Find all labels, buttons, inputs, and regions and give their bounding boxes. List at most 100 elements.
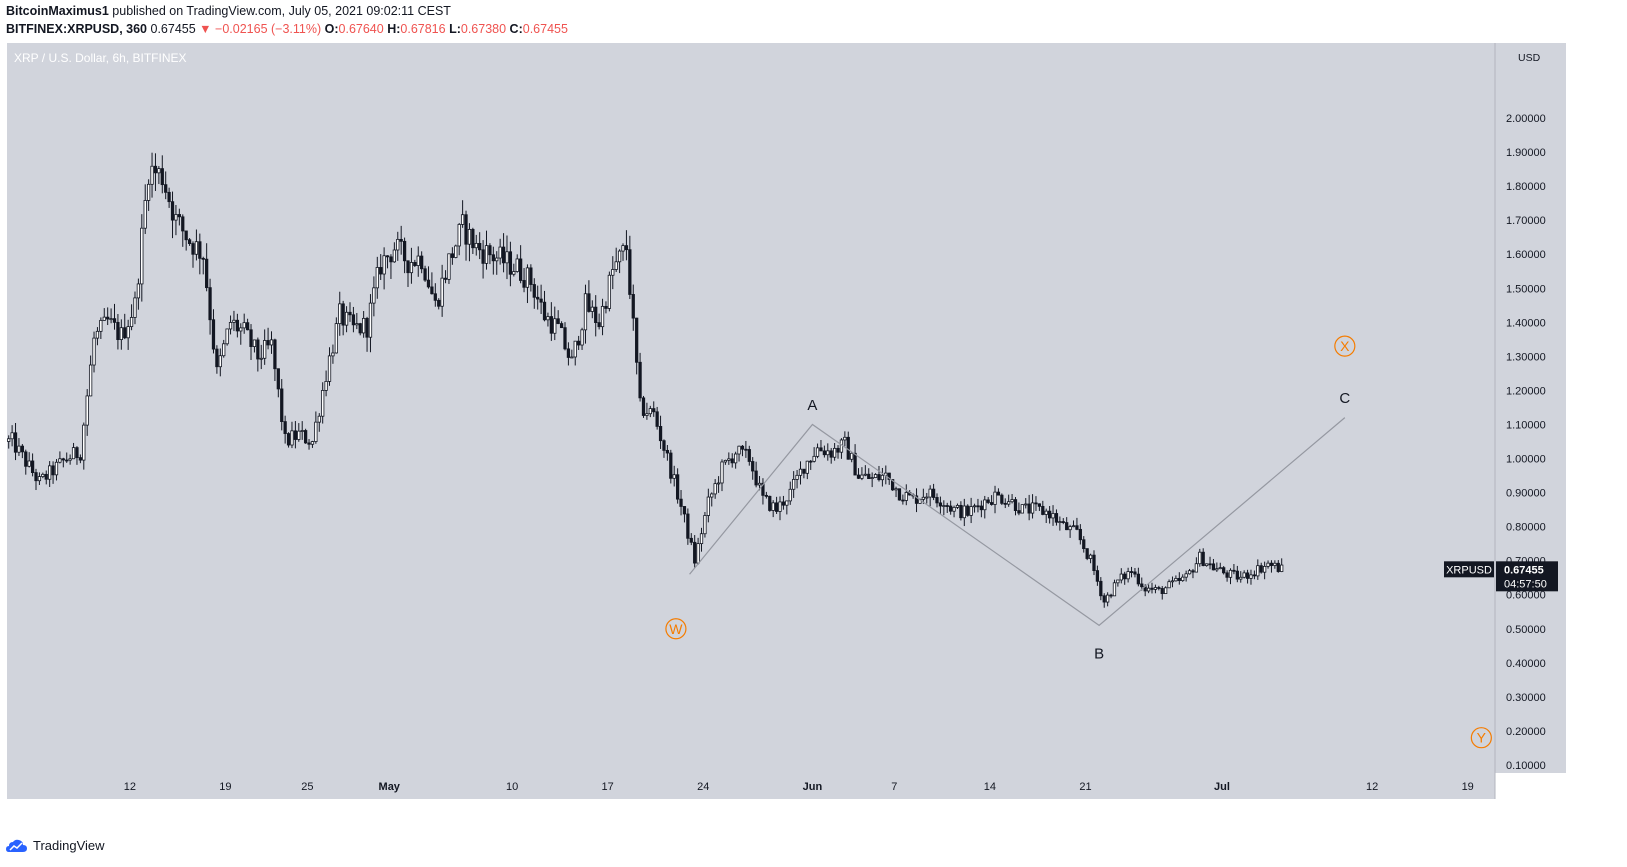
candle bbox=[1211, 558, 1216, 571]
candle bbox=[539, 284, 543, 315]
candle bbox=[344, 306, 349, 333]
candle bbox=[68, 454, 72, 465]
y-axis-unit: USD bbox=[1518, 52, 1541, 64]
candle bbox=[904, 484, 908, 506]
candle bbox=[1273, 560, 1277, 569]
footer-brand-label: TradingView bbox=[33, 838, 105, 853]
candle bbox=[672, 465, 676, 487]
candle bbox=[1027, 494, 1031, 521]
candle bbox=[710, 492, 714, 507]
y-tick-label: 0.30000 bbox=[1506, 692, 1546, 704]
candle bbox=[1109, 593, 1113, 599]
candle bbox=[1146, 584, 1151, 594]
candle bbox=[512, 263, 516, 277]
candle bbox=[641, 395, 646, 418]
candle bbox=[293, 421, 298, 449]
candle bbox=[928, 485, 932, 507]
candle bbox=[812, 447, 816, 463]
candle bbox=[355, 312, 359, 330]
candle bbox=[1235, 565, 1239, 583]
wave-label: B bbox=[1094, 646, 1104, 663]
candle bbox=[880, 467, 885, 487]
symbol-tag-label: XRPUSD bbox=[1446, 564, 1492, 576]
candle bbox=[1174, 575, 1178, 582]
time-axis-area[interactable] bbox=[7, 773, 1495, 799]
candle bbox=[1276, 560, 1280, 573]
candle bbox=[48, 461, 52, 487]
candle bbox=[191, 241, 195, 268]
price-axis-area[interactable] bbox=[1495, 43, 1566, 773]
tradingview-logo[interactable]: TradingView bbox=[6, 838, 105, 853]
candle bbox=[938, 496, 943, 515]
candle bbox=[181, 214, 185, 247]
candle bbox=[706, 488, 710, 523]
wave-line bbox=[689, 417, 1346, 627]
candle bbox=[665, 445, 670, 461]
candle bbox=[536, 285, 540, 310]
candle bbox=[600, 298, 605, 336]
candle bbox=[481, 240, 485, 279]
candle bbox=[222, 339, 226, 358]
candle bbox=[959, 501, 963, 521]
candle bbox=[914, 488, 919, 513]
candle bbox=[1010, 494, 1014, 504]
svg-text:X: X bbox=[1340, 338, 1350, 354]
high-label: H: bbox=[387, 22, 401, 36]
candle bbox=[1160, 586, 1164, 600]
candle bbox=[1119, 568, 1123, 584]
candle bbox=[54, 459, 59, 481]
candle bbox=[761, 478, 765, 505]
svg-text:C: C bbox=[1339, 390, 1350, 407]
candle bbox=[341, 300, 345, 336]
candle bbox=[317, 413, 321, 432]
candle bbox=[1157, 585, 1161, 591]
candle bbox=[611, 256, 615, 290]
candle bbox=[140, 214, 144, 302]
author-name[interactable]: BitcoinMaximus1 bbox=[6, 4, 109, 18]
y-tick-label: 1.30000 bbox=[1506, 351, 1546, 363]
candle bbox=[843, 431, 847, 447]
candle bbox=[116, 314, 120, 350]
candle bbox=[385, 255, 390, 269]
candle bbox=[164, 171, 168, 200]
candle bbox=[972, 503, 977, 513]
candle bbox=[590, 300, 594, 319]
candle bbox=[522, 268, 526, 293]
candle bbox=[996, 488, 1001, 496]
candle bbox=[85, 389, 89, 436]
candle bbox=[853, 444, 857, 476]
candle bbox=[559, 321, 564, 329]
candle bbox=[1075, 517, 1079, 531]
candle bbox=[966, 504, 970, 517]
candle bbox=[498, 238, 502, 265]
candle bbox=[1061, 518, 1065, 525]
x-tick-label: 24 bbox=[697, 781, 709, 793]
candle bbox=[986, 497, 990, 505]
countdown-timer: 04:57:50 bbox=[1504, 578, 1547, 590]
candle bbox=[648, 405, 652, 418]
candle bbox=[351, 306, 356, 333]
candle bbox=[553, 306, 557, 341]
plot-area[interactable] bbox=[7, 43, 1495, 773]
candle bbox=[399, 225, 403, 255]
candle bbox=[82, 422, 86, 470]
candle bbox=[136, 278, 141, 310]
candle bbox=[488, 243, 492, 265]
candle bbox=[24, 449, 28, 475]
candle bbox=[20, 444, 24, 459]
candle bbox=[628, 235, 632, 300]
candle bbox=[771, 500, 775, 518]
candle bbox=[167, 187, 171, 208]
candle bbox=[1041, 500, 1045, 516]
candle bbox=[1071, 520, 1076, 528]
candle bbox=[989, 495, 994, 506]
y-tick-label: 1.60000 bbox=[1506, 249, 1546, 261]
candle bbox=[1085, 548, 1089, 561]
candle bbox=[27, 452, 31, 468]
candle bbox=[17, 438, 21, 456]
candle bbox=[566, 342, 571, 366]
candle bbox=[597, 313, 601, 330]
candle bbox=[495, 251, 499, 275]
candle bbox=[532, 278, 536, 309]
